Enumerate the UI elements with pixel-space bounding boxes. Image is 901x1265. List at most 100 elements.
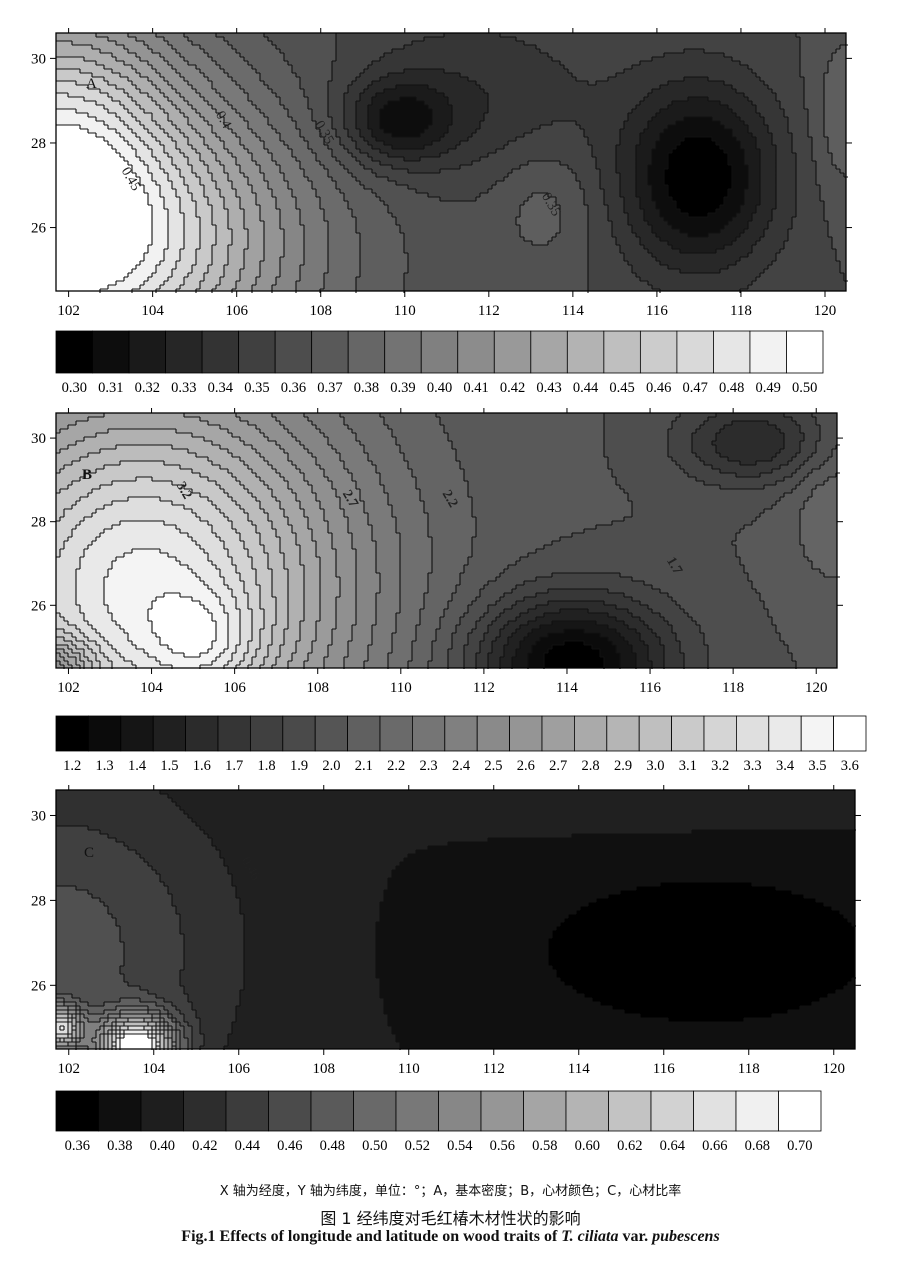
contour-band-2 bbox=[364, 501, 389, 506]
contour-band-2 bbox=[480, 641, 493, 646]
contour-band-2 bbox=[152, 477, 209, 482]
contour-band-1 bbox=[292, 65, 333, 70]
contour-band-1 bbox=[200, 229, 217, 234]
contour-band-2 bbox=[56, 585, 77, 590]
contour-band-2 bbox=[652, 665, 665, 669]
contour-band-2 bbox=[376, 557, 401, 562]
contour-band-3 bbox=[120, 926, 181, 931]
contour-band-1 bbox=[216, 109, 237, 114]
contour-band-2 bbox=[320, 605, 337, 610]
contour-band-1 bbox=[132, 165, 149, 170]
contour-band-2 bbox=[240, 481, 265, 486]
contour-band-1 bbox=[364, 69, 405, 74]
contour-band-1 bbox=[272, 89, 305, 94]
contour-band-1 bbox=[756, 209, 773, 214]
contour-band-2 bbox=[672, 421, 705, 426]
contour-band-1 bbox=[744, 153, 761, 158]
x-tick-label: 106 bbox=[223, 680, 246, 696]
contour-band-1 bbox=[820, 193, 847, 198]
contour-band-2 bbox=[472, 501, 633, 506]
contour-band-2 bbox=[532, 645, 553, 650]
contour-band-1 bbox=[668, 241, 733, 246]
contour-band-2 bbox=[824, 573, 838, 578]
contour-band-2 bbox=[352, 637, 373, 642]
contour-band-1 bbox=[308, 101, 329, 106]
contour-band-1 bbox=[328, 229, 357, 234]
contour-band-2 bbox=[456, 585, 485, 590]
legend-label: 3.1 bbox=[679, 758, 697, 774]
contour-band-3 bbox=[116, 1034, 121, 1039]
contour-band-2 bbox=[272, 637, 285, 642]
contour-band-2 bbox=[752, 521, 801, 526]
contour-band-1 bbox=[800, 65, 829, 70]
contour-band-2 bbox=[280, 445, 305, 450]
contour-band-2 bbox=[64, 545, 89, 550]
contour-band-3 bbox=[128, 1018, 145, 1023]
contour-band-3 bbox=[116, 1006, 149, 1011]
contour-band-2 bbox=[160, 549, 205, 554]
contour-band-3 bbox=[72, 1038, 77, 1043]
contour-band-2 bbox=[820, 437, 838, 442]
contour-band-3 bbox=[404, 858, 856, 863]
contour-band-2 bbox=[68, 653, 81, 658]
contour-band-1 bbox=[84, 97, 113, 102]
contour-band-2 bbox=[228, 493, 253, 498]
contour-band-3 bbox=[160, 1038, 165, 1043]
contour-band-1 bbox=[244, 117, 269, 122]
contour-band-3 bbox=[184, 1026, 193, 1031]
legend-label: 0.36 bbox=[281, 380, 306, 396]
contour-band-1 bbox=[388, 177, 505, 182]
contour-band-2 bbox=[500, 657, 513, 662]
contour-band-1 bbox=[132, 113, 153, 118]
contour-band-2 bbox=[260, 589, 273, 594]
legend-label: 0.42 bbox=[500, 380, 525, 396]
contour-band-2 bbox=[248, 593, 261, 598]
contour-band-1 bbox=[56, 205, 153, 210]
contour-band-2 bbox=[640, 617, 665, 622]
contour-band-1 bbox=[216, 157, 237, 162]
contour-band-1 bbox=[652, 197, 673, 202]
legend-swatch bbox=[736, 715, 770, 752]
contour-band-3 bbox=[56, 962, 125, 967]
contour-band-1 bbox=[328, 81, 353, 86]
contour-band-1 bbox=[328, 265, 361, 270]
contour-band-1 bbox=[132, 97, 153, 102]
contour-band-2 bbox=[292, 529, 313, 534]
contour-band-3 bbox=[188, 994, 241, 999]
contour-band-2 bbox=[252, 445, 281, 450]
contour-band-2 bbox=[540, 637, 609, 642]
contour-band-2 bbox=[80, 497, 129, 502]
contour-band-2 bbox=[268, 513, 285, 518]
contour-band-3 bbox=[72, 1034, 77, 1039]
contour-band-2 bbox=[252, 617, 265, 622]
contour-band-1 bbox=[824, 209, 847, 214]
contour-band-1 bbox=[228, 217, 245, 222]
contour-band-2 bbox=[56, 513, 65, 518]
contour-band-1 bbox=[496, 149, 593, 154]
contour-band-2 bbox=[696, 477, 785, 482]
contour-band-1 bbox=[776, 197, 797, 202]
contour-band-3 bbox=[172, 1014, 185, 1019]
contour-band-1 bbox=[260, 265, 281, 270]
contour-band-2 bbox=[276, 529, 293, 534]
contour-band-2 bbox=[240, 573, 257, 578]
contour-band-2 bbox=[800, 541, 838, 546]
contour-band-1 bbox=[204, 137, 221, 142]
contour-band-2 bbox=[256, 569, 273, 574]
contour-band-1 bbox=[668, 189, 729, 194]
contour-band-1 bbox=[792, 217, 825, 222]
contour-band-1 bbox=[124, 137, 141, 142]
contour-band-1 bbox=[272, 285, 297, 290]
contour-band-2 bbox=[692, 441, 713, 446]
contour-band-2 bbox=[372, 537, 401, 542]
contour-band-2 bbox=[300, 553, 317, 558]
contour-band-1 bbox=[200, 157, 217, 162]
contour-band-1 bbox=[140, 57, 165, 62]
contour-band-1 bbox=[348, 149, 361, 154]
contour-band-2 bbox=[56, 549, 61, 554]
contour-band-2 bbox=[504, 625, 521, 630]
contour-band-3 bbox=[116, 1042, 121, 1047]
contour-band-1 bbox=[640, 141, 657, 146]
contour-band-1 bbox=[56, 85, 89, 90]
contour-band-3 bbox=[660, 882, 753, 887]
